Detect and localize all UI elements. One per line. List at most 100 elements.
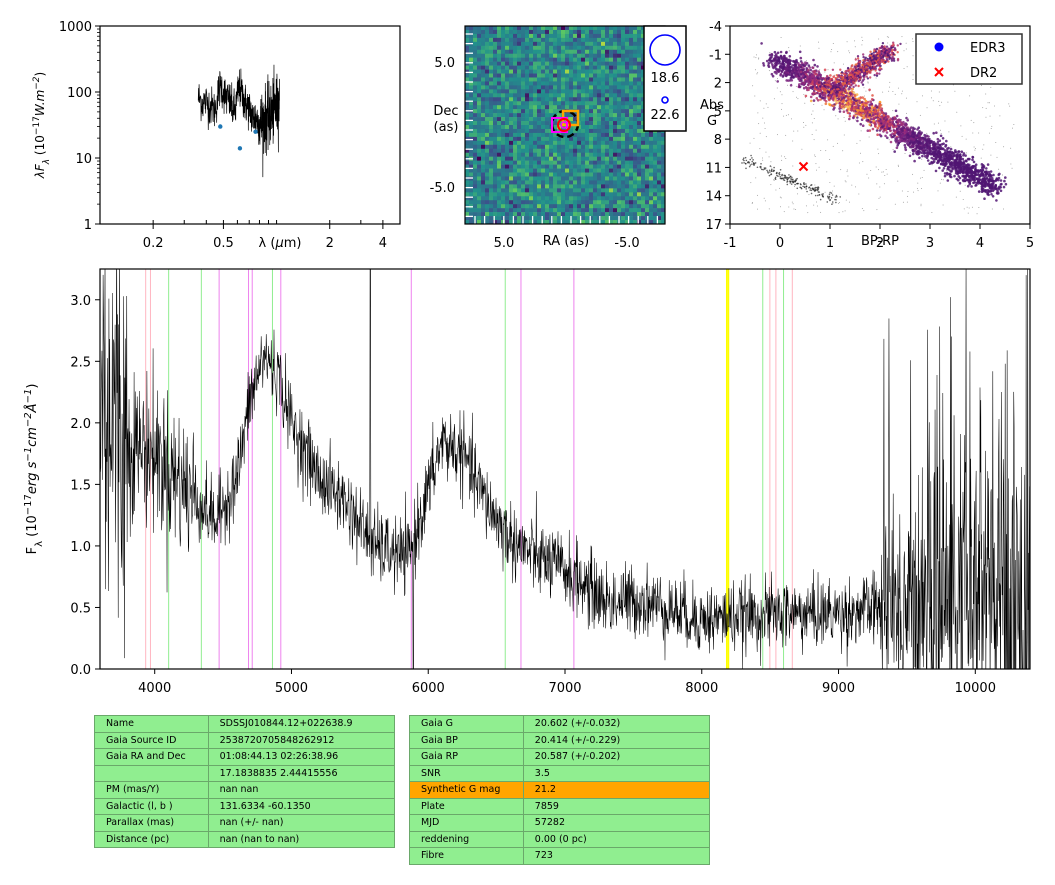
image-pixel	[637, 164, 642, 169]
hr-ms-star	[855, 99, 858, 103]
image-pixel	[589, 204, 594, 209]
hr-field-star	[976, 213, 978, 215]
image-pixel	[565, 29, 570, 35]
image-pixel	[533, 45, 538, 51]
image-pixel	[589, 33, 594, 39]
image-pixel	[601, 73, 606, 78]
image-pixel	[545, 45, 550, 51]
image-pixel	[581, 208, 586, 213]
image-pixel	[633, 121, 638, 126]
image-pixel	[649, 164, 654, 169]
image-pixel	[509, 196, 514, 201]
image-pixel	[473, 105, 478, 110]
hr-field-star	[831, 49, 833, 51]
image-pixel	[633, 212, 638, 217]
image-pixel	[593, 29, 598, 35]
image-pixel	[565, 172, 570, 177]
image-pixel	[509, 184, 514, 189]
image-pixel	[477, 144, 482, 150]
image-pixel	[469, 45, 474, 51]
image-pixel	[557, 220, 562, 224]
image-pixel	[569, 156, 574, 161]
image-pixel	[521, 160, 526, 165]
image-pixel	[645, 140, 650, 146]
hr-field-star	[773, 98, 775, 100]
image-pixel	[497, 117, 502, 122]
image-pixel	[649, 188, 654, 193]
image-pixel	[465, 53, 470, 58]
image-pixel	[573, 212, 578, 217]
image-pixel	[517, 113, 522, 118]
image-pixel	[561, 168, 566, 173]
hr-field-star	[904, 152, 906, 154]
image-pixel	[601, 53, 606, 58]
hr-wd-star	[778, 173, 781, 176]
hr-wd-star	[810, 184, 812, 187]
image-pixel	[465, 45, 470, 51]
image-pixel	[577, 37, 582, 43]
image-pixel	[581, 89, 586, 94]
image-pixel	[473, 176, 478, 181]
image-pixel	[645, 152, 650, 157]
hr-field-star	[912, 78, 914, 80]
image-pixel	[645, 132, 650, 138]
hr-ms-star	[921, 154, 924, 158]
image-pixel	[581, 192, 586, 197]
image-pixel	[653, 204, 658, 209]
image-pixel	[609, 26, 614, 31]
image-pixel	[529, 121, 534, 126]
image-pixel	[501, 156, 506, 161]
hr-ms-star	[871, 127, 875, 131]
hr-field-star	[897, 87, 899, 89]
image-pixel	[521, 196, 526, 201]
image-pixel	[549, 85, 554, 90]
hr-wd-star	[826, 195, 829, 198]
image-pixel	[545, 29, 550, 35]
image-pixel	[585, 117, 590, 122]
image-pixel	[605, 144, 610, 150]
image-pixel	[621, 168, 626, 173]
image-pixel	[509, 89, 514, 94]
hr-field-star	[906, 201, 908, 203]
image-pixel	[545, 57, 550, 62]
image-pixel	[525, 37, 530, 43]
hr-ms-star	[785, 60, 788, 64]
hr-wd-star	[826, 201, 829, 203]
image-pixel	[609, 168, 614, 173]
image-pixel	[465, 77, 470, 82]
image-pixel	[473, 208, 478, 213]
image-pixel	[609, 160, 614, 165]
image-pixel	[581, 132, 586, 138]
image-pixel	[549, 136, 554, 142]
image-pixel	[473, 204, 478, 209]
image-pixel	[573, 41, 578, 47]
image-pixel	[565, 97, 570, 102]
image-pixel	[593, 33, 598, 39]
image-pixel	[565, 176, 570, 181]
image-pixel	[617, 204, 622, 209]
image-pixel	[497, 61, 502, 66]
hr-wd-star	[768, 174, 771, 177]
image-pixel	[465, 172, 470, 177]
image-pixel	[505, 172, 510, 177]
hr-field-star	[759, 100, 761, 102]
image-pixel	[481, 45, 486, 51]
image-pixel	[625, 212, 630, 217]
image-pixel	[573, 196, 578, 201]
image-pixel	[537, 200, 542, 205]
image-pixel	[509, 49, 514, 55]
image-pixel	[473, 196, 478, 201]
image-pixel	[565, 26, 570, 31]
image-pixel	[573, 93, 578, 98]
image-pixel	[641, 101, 646, 106]
image-pixel	[621, 33, 626, 39]
image-pixel	[489, 97, 494, 102]
image-pixel	[633, 184, 638, 189]
image-pixel	[573, 117, 578, 122]
image-pixel	[613, 125, 618, 130]
hr-field-star	[768, 70, 770, 72]
image-pixel	[609, 45, 614, 51]
hr-wd-star	[787, 177, 790, 180]
hr-ms-star	[875, 129, 879, 132]
hr-field-star	[843, 116, 845, 118]
